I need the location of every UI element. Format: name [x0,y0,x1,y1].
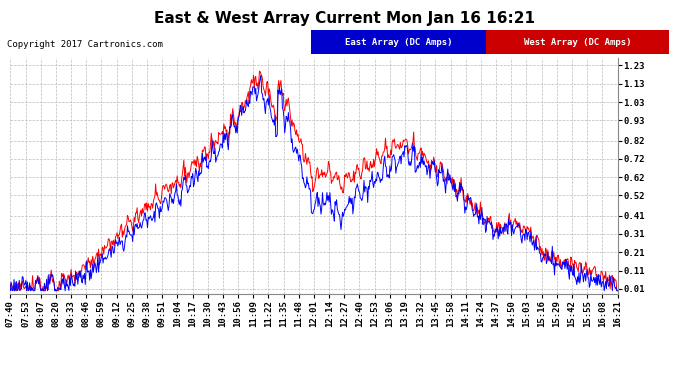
Text: East & West Array Current Mon Jan 16 16:21: East & West Array Current Mon Jan 16 16:… [155,11,535,26]
Text: Copyright 2017 Cartronics.com: Copyright 2017 Cartronics.com [7,40,163,49]
Text: East Array (DC Amps): East Array (DC Amps) [345,38,452,47]
FancyBboxPatch shape [310,30,486,54]
FancyBboxPatch shape [486,30,669,54]
Text: West Array (DC Amps): West Array (DC Amps) [524,38,631,47]
